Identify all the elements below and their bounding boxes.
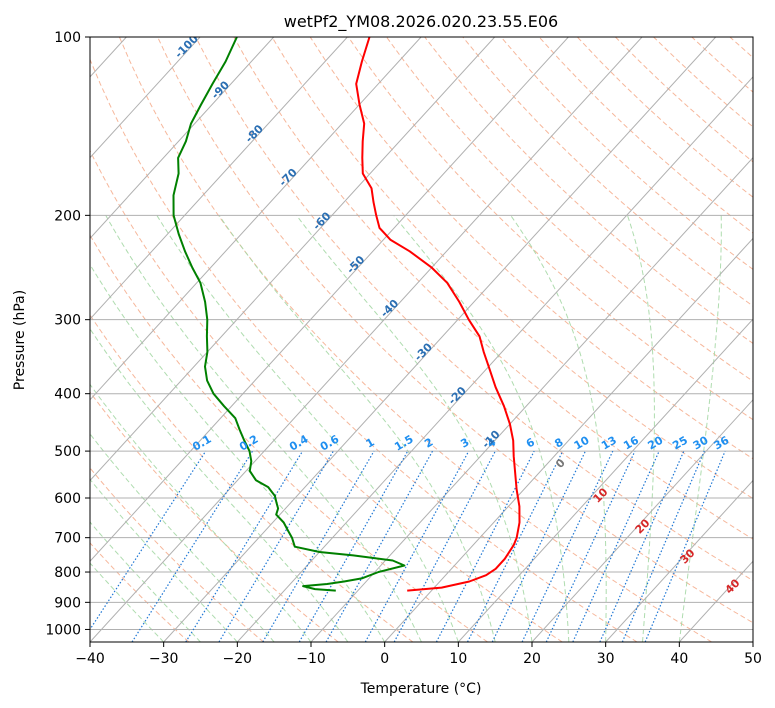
- x-tick-label: 30: [597, 651, 615, 667]
- isotherm-line: [163, 37, 717, 642]
- dry-adiabat-line: [90, 58, 638, 642]
- y-tick-label: 300: [54, 313, 81, 329]
- plot-frame: [89, 36, 754, 643]
- mixing-ratio-line: [466, 450, 564, 642]
- plot-background: [90, 37, 753, 642]
- dry-adiabat-line: [271, 37, 753, 500]
- x-tick-label: 10: [449, 651, 467, 667]
- dry-adiabat-line: [386, 37, 753, 382]
- moist-adiabat-line: [105, 215, 422, 642]
- y-tick-label: 600: [54, 491, 81, 507]
- y-tick-label: 200: [54, 208, 81, 224]
- moist-adiabat-line: [218, 215, 496, 642]
- dry-adiabat-line: [90, 314, 414, 642]
- profile-series: [172, 37, 521, 592]
- mixing-ratio-line: [393, 450, 496, 642]
- mixing-ratio-line: [644, 450, 726, 642]
- x-tick-label: 0: [380, 651, 389, 667]
- dry-adiabat-line: [157, 37, 753, 624]
- isotherm-line: [310, 156, 753, 642]
- isotherm-line: [236, 76, 753, 642]
- mixing-ratio-line: [131, 450, 254, 642]
- mixing-ratio-line: [185, 450, 304, 642]
- x-tick-label: −30: [149, 651, 179, 667]
- isotherm-line: [605, 479, 753, 642]
- temperature-profile-line: [355, 37, 521, 592]
- isotherm-line: [752, 641, 753, 642]
- y-tick-label: 500: [54, 444, 81, 460]
- isotherm-line: [90, 37, 496, 482]
- x-tick-label: −20: [223, 651, 253, 667]
- moist-adiabat-line: [678, 215, 722, 642]
- x-axis-label: Temperature (°C): [360, 681, 482, 697]
- moist-adiabat-line: [90, 478, 238, 642]
- dewpoint-profile-line: [172, 37, 406, 592]
- moist-adiabat-line: [296, 215, 533, 642]
- moist-adiabat-line: [510, 215, 607, 642]
- y-tick-label: 800: [54, 565, 81, 581]
- y-tick-label: 100: [54, 30, 81, 46]
- x-tick-label: 50: [744, 651, 762, 667]
- mixing-ratio-line: [521, 450, 614, 642]
- dry-adiabat-line: [424, 37, 753, 345]
- dry-adiabat-line: [90, 391, 339, 642]
- y-tick-label: 900: [54, 595, 81, 611]
- isotherm-line: [90, 37, 348, 320]
- mixing-ratio-line: [435, 450, 535, 642]
- isotherm-line: [90, 37, 422, 401]
- isotherm-line: [384, 237, 753, 642]
- y-tick-label: 700: [54, 531, 81, 547]
- dry-adiabat-line: [309, 37, 753, 460]
- chart-title: wetPf2_YM08.2026.020.23.55.E06: [284, 12, 558, 32]
- moist-adiabat-line: [90, 263, 386, 642]
- moist-adiabat-line: [156, 215, 459, 642]
- mixing-ratio-line: [491, 450, 586, 642]
- isotherm-line: [90, 37, 569, 563]
- y-tick-label: 400: [54, 387, 81, 403]
- moist-adiabat-line: [90, 521, 201, 642]
- x-tick-label: −40: [75, 651, 105, 667]
- moist-adiabat-line: [626, 215, 655, 642]
- axes: −40 −30 −20 −10 0 10 20 30 40 50 100 200 300 400 500 60…: [45, 30, 762, 667]
- moist-adiabat-line: [90, 383, 312, 642]
- mixing-ratio-line: [325, 450, 434, 642]
- mixing-ratio-line: [298, 450, 409, 642]
- x-tick-label: −10: [296, 651, 326, 667]
- y-axis-label: Pressure (hPa): [12, 290, 28, 390]
- mixing-ratio-line: [545, 450, 636, 642]
- x-tick-label: 20: [523, 651, 541, 667]
- y-tick-label: 1000: [45, 622, 81, 638]
- dry-adiabat-line: [195, 37, 753, 582]
- isotherm-line: [90, 37, 275, 240]
- isotherm-line: [457, 318, 753, 642]
- mixing-ratio-line: [90, 450, 207, 631]
- moist-adiabat-line: [90, 327, 349, 642]
- moist-adiabat-line: [393, 214, 570, 642]
- moist-adiabat-line: [90, 562, 165, 642]
- isotherm-line: [90, 37, 201, 159]
- x-tick-label: 40: [670, 651, 688, 667]
- isotherm-line: [90, 37, 643, 642]
- mixing-ratio-line: [364, 450, 470, 642]
- dry-adiabat-line: [90, 149, 563, 642]
- isotherm-line: [531, 399, 753, 642]
- background-lines: [90, 37, 753, 642]
